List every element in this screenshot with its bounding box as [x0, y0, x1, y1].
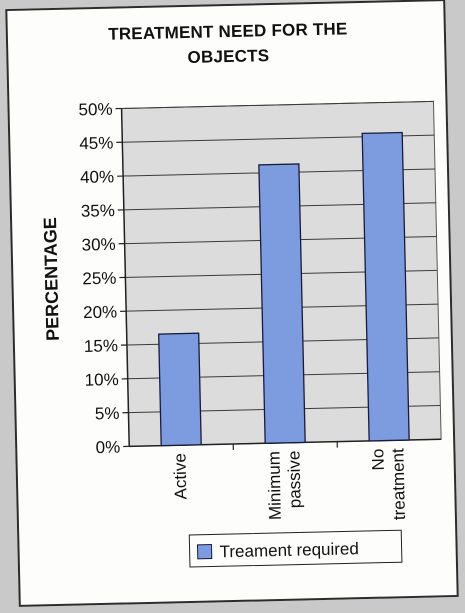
y-axis-title: PERCENTAGE	[40, 217, 63, 341]
y-tick-label: 40%	[80, 167, 114, 187]
x-tick-label: Active	[170, 453, 190, 500]
legend-swatch	[196, 544, 213, 560]
chart-paper: TREATMENT NEED FOR THE OBJECTS 0% 5% 10% 15…	[5, 0, 459, 607]
bar	[258, 163, 306, 444]
x-tick-label-line: passive	[284, 450, 304, 508]
y-tick-label: 45%	[79, 133, 113, 153]
y-tick-label: 15%	[84, 336, 118, 356]
y-tick-label: 0%	[95, 438, 120, 458]
y-axis-line	[120, 108, 130, 447]
y-tick-label: 5%	[95, 404, 120, 424]
y-tick-label: 10%	[84, 370, 118, 390]
y-tick-label: 35%	[81, 201, 115, 221]
legend-box	[188, 529, 403, 568]
bar-chart: 0% 5% 10% 15% 20% 25% 30% 35% 40% 45% 50% PERCENTAG…	[40, 100, 442, 568]
bar	[361, 131, 410, 442]
x-tick-label-line: No	[368, 449, 387, 471]
bar	[158, 332, 202, 447]
x-tick-label: Minimumpassive	[264, 450, 305, 520]
y-tick-label: 20%	[83, 302, 117, 322]
legend-label: Treament required	[219, 539, 359, 561]
x-tick-label: Notreatment	[368, 448, 409, 521]
gridline	[121, 100, 434, 109]
x-tick-label-line: Minimum	[264, 451, 285, 520]
y-tick-label: 25%	[82, 269, 116, 289]
y-tick-label: 50%	[78, 100, 112, 120]
x-tick-label-line: Active	[170, 453, 190, 500]
x-tick-label-line: treatment	[388, 448, 409, 520]
y-tick-label: 30%	[81, 235, 115, 255]
